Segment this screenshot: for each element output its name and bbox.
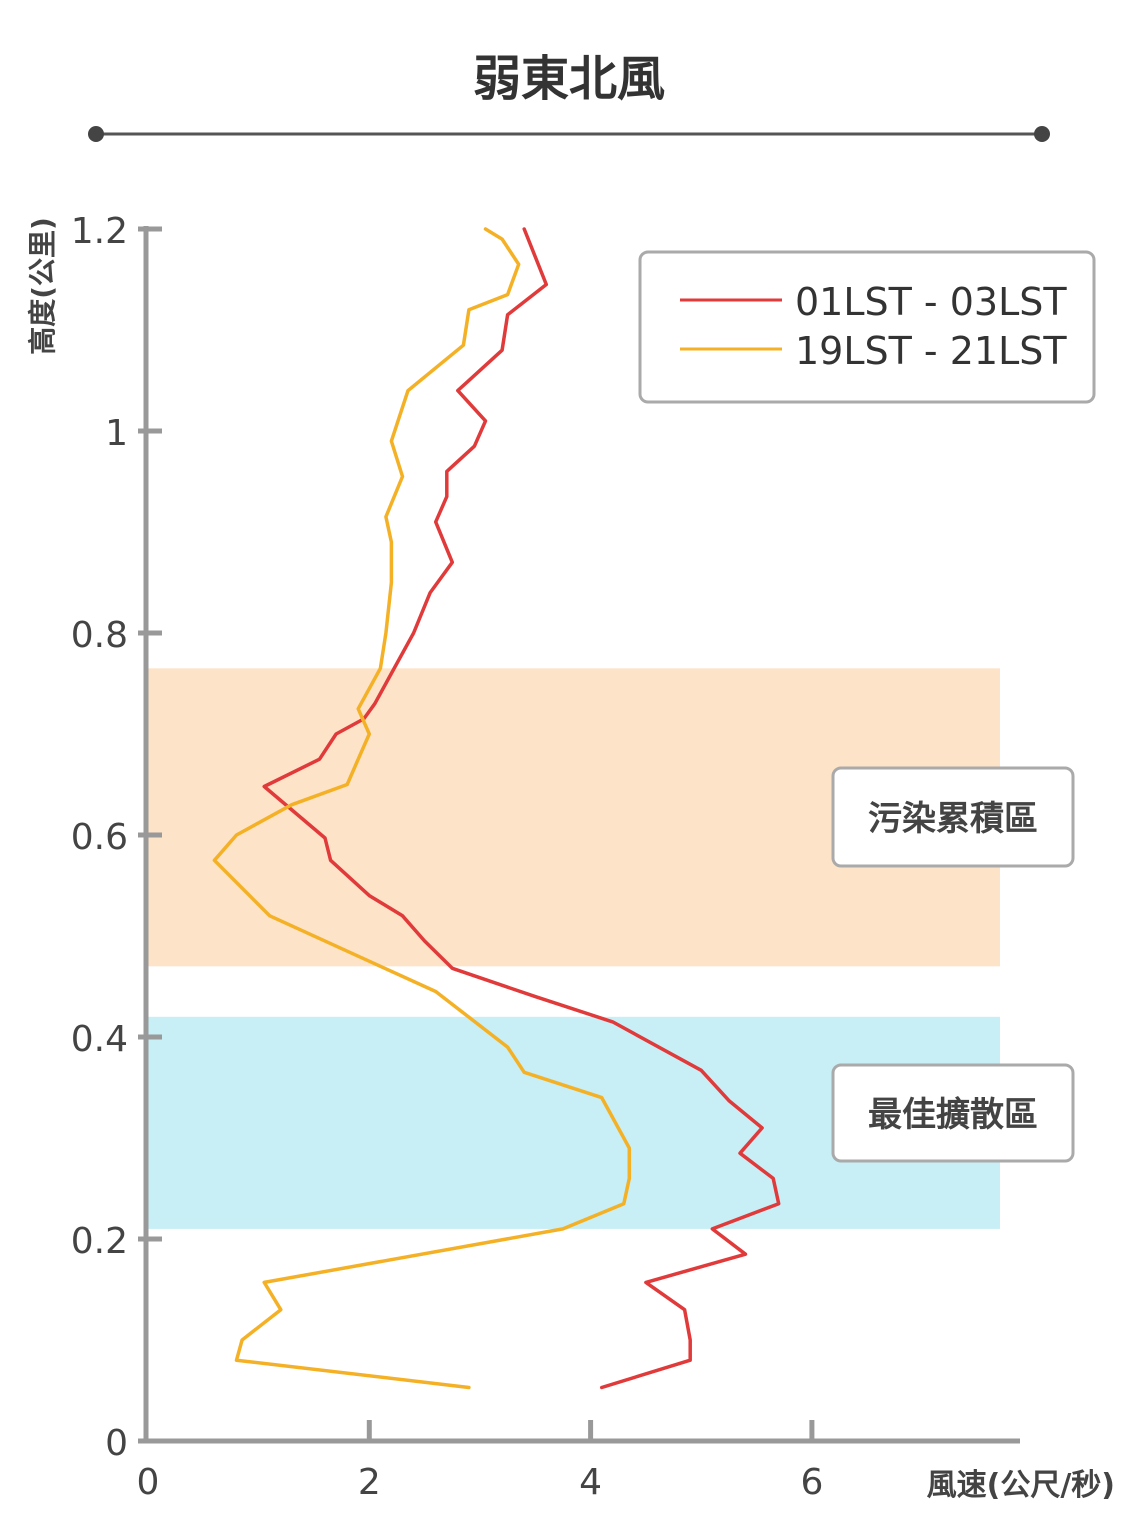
y-tick-label: 0.6 — [71, 817, 128, 858]
y-tick-label: 0.2 — [71, 1221, 128, 1262]
legend-label-19lst-21lst: 19LST - 21LST — [795, 329, 1067, 373]
legend: 01LST - 03LST 19LST - 21LST — [638, 250, 1096, 404]
x-tick-label: 4 — [579, 1462, 602, 1503]
legend-label-01lst-03lst: 01LST - 03LST — [795, 280, 1067, 324]
title-divider-left-dot — [88, 126, 104, 142]
band-label-pollution: 污染累積區 — [831, 766, 1075, 868]
x-tick-label: 0 — [137, 1462, 160, 1503]
x-tick-label: 6 — [800, 1462, 823, 1503]
band-label-diffusion-text: 最佳擴散區 — [868, 1095, 1038, 1135]
legend-box — [638, 250, 1096, 404]
y-tick-label: 0.8 — [71, 615, 128, 656]
series-line-1 — [212, 227, 632, 1390]
band-label-pollution-text: 污染累積區 — [868, 799, 1038, 839]
y-tick-label: 0 — [105, 1423, 128, 1464]
chart-title: 弱東北風 — [473, 51, 665, 107]
series-line-0 — [262, 227, 781, 1390]
y-tick-label: 1 — [105, 413, 128, 454]
y-tick-label: 0.4 — [71, 1019, 128, 1060]
y-tick-label: 1.2 — [71, 211, 128, 252]
band-label-diffusion: 最佳擴散區 — [831, 1063, 1075, 1163]
title-divider-right-dot — [1034, 126, 1050, 142]
bands-layer — [148, 668, 1000, 1229]
x-axis-label: 風速(公尺/秒) — [927, 1468, 1115, 1503]
y-axis-label: 高度(公里) — [26, 217, 59, 355]
x-tick-label: 2 — [358, 1462, 381, 1503]
ticks-layer: 0 0.2 0.4 0.6 0.8 1 1.2 0 2 4 6 — [71, 211, 824, 1503]
series-layer — [212, 227, 781, 1390]
